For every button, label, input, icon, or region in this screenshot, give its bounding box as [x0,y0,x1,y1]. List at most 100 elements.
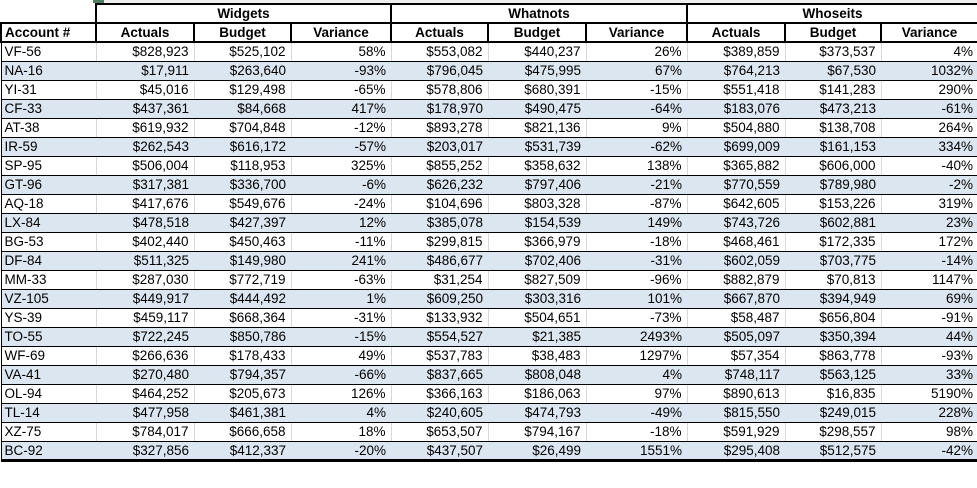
variance-cell[interactable]: 12% [291,213,392,233]
account-cell[interactable]: VF-56 [0,42,97,62]
actuals-cell[interactable]: $366,163 [391,384,489,404]
variance-cell[interactable]: 67% [586,61,688,81]
budget-cell[interactable]: $490,475 [488,99,587,119]
variance-cell[interactable]: 1032% [881,61,977,81]
account-cell[interactable]: YI-31 [0,80,97,100]
variance-cell[interactable]: 228% [881,403,977,423]
actuals-cell[interactable]: $486,677 [391,251,489,271]
budget-cell[interactable]: $350,394 [785,327,882,347]
budget-cell[interactable]: $427,397 [194,213,291,233]
variance-cell[interactable]: 319% [881,194,977,214]
budget-cell[interactable]: $680,391 [488,80,587,100]
actuals-cell[interactable]: $104,696 [391,194,489,214]
variance-cell[interactable]: 97% [586,384,688,404]
actuals-cell[interactable]: $299,815 [391,232,489,252]
variance-cell[interactable]: 58% [291,42,392,62]
variance-cell[interactable]: -15% [586,80,688,100]
variance-cell[interactable]: 1551% [586,441,688,462]
account-cell[interactable]: XZ-75 [0,422,97,442]
widgets-actuals-header[interactable]: Actuals [95,22,195,43]
budget-cell[interactable]: $440,237 [488,42,587,62]
variance-cell[interactable]: -12% [291,118,392,138]
actuals-cell[interactable]: $385,078 [391,213,489,233]
variance-cell[interactable]: 5190% [881,384,977,404]
variance-cell[interactable]: 172% [881,232,977,252]
budget-cell[interactable]: $772,719 [194,270,292,290]
actuals-cell[interactable]: $554,527 [391,327,489,347]
budget-cell[interactable]: $161,153 [785,137,882,157]
variance-cell[interactable]: -65% [291,80,392,100]
variance-cell[interactable]: 98% [881,422,977,442]
variance-cell[interactable]: -49% [586,403,688,423]
budget-cell[interactable]: $703,775 [785,251,882,271]
variance-cell[interactable]: 44% [881,327,977,347]
variance-cell[interactable]: 18% [291,422,392,442]
budget-cell[interactable]: $298,557 [785,422,882,442]
actuals-cell[interactable]: $890,613 [687,384,786,404]
variance-cell[interactable]: -96% [586,270,688,290]
variance-cell[interactable]: 126% [291,384,392,404]
actuals-cell[interactable]: $459,117 [96,308,195,328]
variance-cell[interactable]: 33% [881,365,977,385]
account-cell[interactable]: OL-94 [0,384,97,404]
budget-cell[interactable]: $450,463 [194,232,292,252]
actuals-cell[interactable]: $511,325 [96,251,194,271]
variance-cell[interactable]: 1% [291,289,392,309]
corner-cell[interactable] [1,4,97,24]
budget-cell[interactable]: $504,651 [488,308,587,328]
budget-cell[interactable]: $129,498 [194,80,292,100]
budget-cell[interactable]: $84,668 [194,99,291,119]
budget-cell[interactable]: $153,226 [785,194,882,214]
actuals-cell[interactable]: $743,726 [687,213,786,233]
variance-cell[interactable]: -73% [586,308,688,328]
actuals-cell[interactable]: $240,605 [391,403,489,423]
variance-cell[interactable]: 1297% [586,346,688,366]
budget-cell[interactable]: $668,364 [194,308,292,328]
budget-cell[interactable]: $789,980 [785,175,882,195]
account-cell[interactable]: GT-96 [0,175,96,195]
account-cell[interactable]: VA-41 [0,365,96,385]
variance-cell[interactable]: 1147% [881,270,977,290]
variance-cell[interactable]: 49% [291,346,392,366]
actuals-cell[interactable]: $389,859 [687,42,786,62]
variance-cell[interactable]: -62% [586,137,688,157]
budget-cell[interactable]: $821,136 [488,118,587,138]
variance-cell[interactable]: 23% [881,213,977,233]
budget-cell[interactable]: $702,406 [488,251,587,271]
variance-cell[interactable]: -87% [586,194,688,214]
actuals-cell[interactable]: $270,480 [96,365,194,385]
actuals-cell[interactable]: $464,252 [96,384,195,404]
actuals-cell[interactable]: $506,004 [96,156,195,176]
budget-cell[interactable]: $38,483 [488,346,587,366]
variance-cell[interactable]: -21% [586,175,688,195]
variance-cell[interactable]: 69% [881,289,977,309]
actuals-cell[interactable]: $31,254 [391,270,489,290]
budget-cell[interactable]: $563,125 [785,365,882,385]
budget-cell[interactable]: $827,509 [488,270,587,290]
actuals-cell[interactable]: $449,917 [96,289,194,309]
account-cell[interactable]: VZ-105 [0,289,96,309]
variance-cell[interactable]: -18% [586,232,688,252]
variance-cell[interactable]: -11% [291,232,392,252]
variance-cell[interactable]: -14% [881,251,977,271]
actuals-cell[interactable]: $327,856 [96,441,194,462]
budget-cell[interactable]: $303,316 [488,289,587,309]
actuals-cell[interactable]: $504,880 [687,118,786,138]
group-header-whoseits[interactable]: Whoseits [686,3,977,24]
actuals-cell[interactable]: $183,076 [687,99,786,119]
variance-cell[interactable]: -31% [291,308,392,328]
budget-cell[interactable]: $249,015 [785,403,882,423]
actuals-cell[interactable]: $537,783 [391,346,489,366]
actuals-cell[interactable]: $764,213 [687,61,786,81]
variance-cell[interactable]: -15% [291,327,392,347]
budget-cell[interactable]: $475,995 [488,61,587,81]
actuals-cell[interactable]: $477,958 [96,403,194,423]
account-cell[interactable]: CF-33 [0,99,96,119]
actuals-cell[interactable]: $626,232 [391,175,489,195]
whatnots-budget-header[interactable]: Budget [487,22,588,43]
actuals-cell[interactable]: $653,507 [391,422,489,442]
variance-cell[interactable]: 4% [586,365,688,385]
whatnots-variance-header[interactable]: Variance [585,22,689,43]
whoseits-variance-header[interactable]: Variance [880,22,977,43]
variance-cell[interactable]: -93% [291,61,392,81]
